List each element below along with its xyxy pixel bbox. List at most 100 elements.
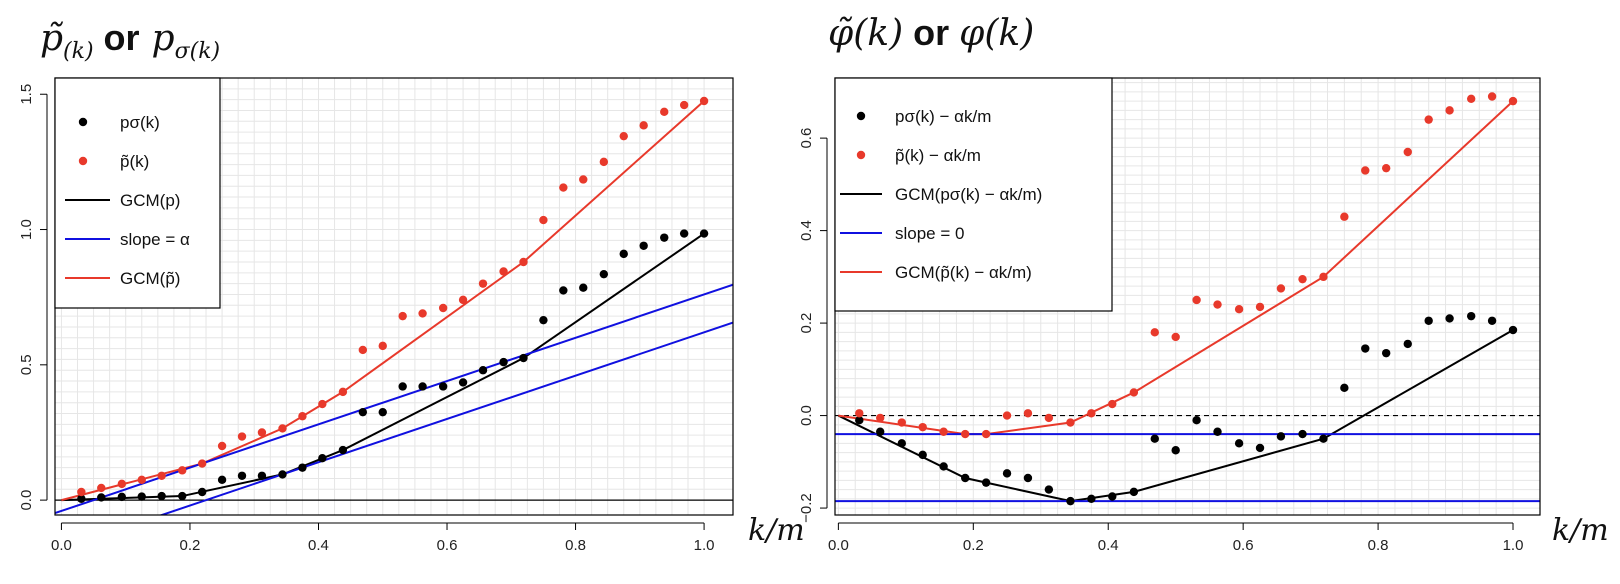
panel2-point-s0-16 xyxy=(1192,416,1201,425)
panel1-point-s0-25 xyxy=(579,283,588,292)
panel2-point-s0-22 xyxy=(1319,434,1328,443)
panel2-legend-label-4: GCM(p̃(k) − αk/m) xyxy=(895,263,1032,282)
panel1-point-s0-3 xyxy=(137,492,146,501)
panel2-point-s1-28 xyxy=(1445,106,1454,115)
panel2-point-s0-9 xyxy=(1044,485,1054,494)
panel2-point-s1-2 xyxy=(897,418,906,427)
panel1-point-s0-11 xyxy=(298,463,307,472)
panel2-plot: 0.0 0.2 0.4 0.6 0.8 1.0 −0.2 0.0 0.2 0.4 0.6 pσ(k) … xyxy=(798,77,1541,554)
panel1-y-tick-label: 0.0 xyxy=(18,490,35,511)
panel1-point-s0-22 xyxy=(519,353,528,363)
panel1-point-s1-17 xyxy=(418,309,427,318)
panel1-x-tick-label: 0.6 xyxy=(437,537,458,554)
panel2-point-s0-20 xyxy=(1276,432,1286,441)
panel2-point-s1-14 xyxy=(1150,328,1159,337)
panel2-point-s1-29 xyxy=(1466,94,1476,104)
panel2-point-s0-0 xyxy=(855,416,864,425)
panel1-point-s0-29 xyxy=(660,233,669,242)
panel1-y-tick-label: 1.5 xyxy=(18,84,35,105)
panel2-point-s1-7 xyxy=(1002,411,1012,420)
panel2-point-s0-4 xyxy=(939,462,948,471)
panel2-x-tick-label: 1.0 xyxy=(1503,537,1524,554)
panel2-point-s0-17 xyxy=(1213,427,1222,436)
panel2-legend-label-0: pσ(k) − αk/m xyxy=(895,107,991,126)
panel1-point-s0-16 xyxy=(398,382,407,391)
panel2-point-s1-27 xyxy=(1424,115,1433,124)
panel1-point-s1-7 xyxy=(217,441,227,451)
panel2-point-s1-8 xyxy=(1023,409,1033,418)
panel2-title: φ̃(k) or φ(k) xyxy=(828,12,1034,54)
panel1-point-s0-13 xyxy=(338,445,348,455)
panel2-legend-label-2: GCM(pσ(k) − αk/m) xyxy=(895,185,1042,204)
panel1-point-s0-18 xyxy=(438,382,448,391)
panel1-point-s1-29 xyxy=(660,107,669,117)
panel2-point-s1-4 xyxy=(939,427,948,436)
panel2-point-s0-3 xyxy=(918,450,927,460)
panel1-point-s0-6 xyxy=(197,487,207,497)
panel2-point-s1-12 xyxy=(1108,399,1117,409)
panel2-legend-label-1: p̃(k) − αk/m xyxy=(895,146,981,165)
panel2-point-s1-18 xyxy=(1234,305,1244,314)
panel1-point-s0-30 xyxy=(679,229,689,238)
panel1-point-s1-13 xyxy=(338,387,348,397)
panel2-point-s0-29 xyxy=(1466,311,1476,321)
panel1-x-tick-label: 1.0 xyxy=(694,537,715,554)
panel1-point-s0-27 xyxy=(619,249,628,259)
panel2-y-tick-label: 0.6 xyxy=(798,128,815,149)
panel2-point-s0-31 xyxy=(1508,325,1518,335)
panel2-point-s1-5 xyxy=(961,429,970,439)
panel1-title-p: p xyxy=(152,18,175,59)
panel2-point-s0-8 xyxy=(1023,473,1033,483)
panel1-point-s1-26 xyxy=(599,157,609,167)
panel2-point-s1-15 xyxy=(1171,332,1180,342)
panel2-point-s0-19 xyxy=(1255,443,1265,453)
panel1-point-s0-1 xyxy=(97,493,106,502)
panel1-x-tick-label: 0.0 xyxy=(51,537,72,554)
panel2-point-s0-6 xyxy=(981,478,991,487)
panel1-point-s1-9 xyxy=(257,428,267,437)
panel2-title-or: or xyxy=(913,12,949,53)
panel1-legend-point-1 xyxy=(78,156,88,166)
panel1-point-s1-22 xyxy=(519,257,528,267)
panel1-point-s1-5 xyxy=(178,466,187,475)
panel2-y-tick-label: 0.0 xyxy=(798,405,815,426)
panel1-point-s0-31 xyxy=(699,229,709,238)
panel1-point-s1-1 xyxy=(97,483,106,493)
panel2-point-s0-7 xyxy=(1002,469,1012,478)
panel2-x-tick-label: 0.2 xyxy=(963,537,984,554)
panel1-point-s1-21 xyxy=(499,267,508,276)
panel2-point-s1-22 xyxy=(1319,272,1328,282)
panel1-point-s1-27 xyxy=(619,131,628,141)
panel1-point-s0-8 xyxy=(237,471,247,480)
panel1-point-s0-9 xyxy=(257,471,267,480)
panel2-point-s1-24 xyxy=(1361,166,1370,175)
panel1-point-s1-16 xyxy=(398,311,407,321)
panel2-point-s0-24 xyxy=(1361,344,1370,353)
panel2-point-s1-10 xyxy=(1066,418,1075,427)
panel2-point-s1-26 xyxy=(1403,147,1412,157)
panel2-point-s1-20 xyxy=(1276,284,1286,293)
panel2-point-s0-30 xyxy=(1487,316,1497,325)
panel1-x-tick-label: 0.4 xyxy=(308,537,329,554)
panel2-point-s1-17 xyxy=(1213,300,1222,309)
panel2-point-s1-31 xyxy=(1508,96,1518,106)
panel2-x-tick-label: 0.0 xyxy=(828,537,849,554)
panel1-point-s1-0 xyxy=(77,487,86,497)
panel1-point-s0-5 xyxy=(178,491,187,501)
panel2-point-s0-11 xyxy=(1087,494,1096,504)
panel2-point-s0-10 xyxy=(1066,496,1075,506)
panel2-point-s1-9 xyxy=(1044,413,1054,423)
panel1-legend-label-2: GCM(p) xyxy=(120,191,180,210)
panel1-point-s1-23 xyxy=(539,215,548,225)
panel2-point-s0-1 xyxy=(876,427,885,436)
panel1-y-tick-label: 0.5 xyxy=(18,354,35,375)
panel1-x-tick-label: 0.2 xyxy=(180,537,201,554)
panel2-point-s1-23 xyxy=(1340,212,1349,221)
panel1-title-sub2: σ(k) xyxy=(175,39,221,64)
panel2-point-s0-12 xyxy=(1108,492,1117,501)
panel2-y-tick-label: 0.4 xyxy=(798,220,815,241)
panel1-point-s0-21 xyxy=(499,357,508,367)
panel1-point-s1-15 xyxy=(378,341,387,351)
panel1-point-s0-20 xyxy=(478,366,488,375)
